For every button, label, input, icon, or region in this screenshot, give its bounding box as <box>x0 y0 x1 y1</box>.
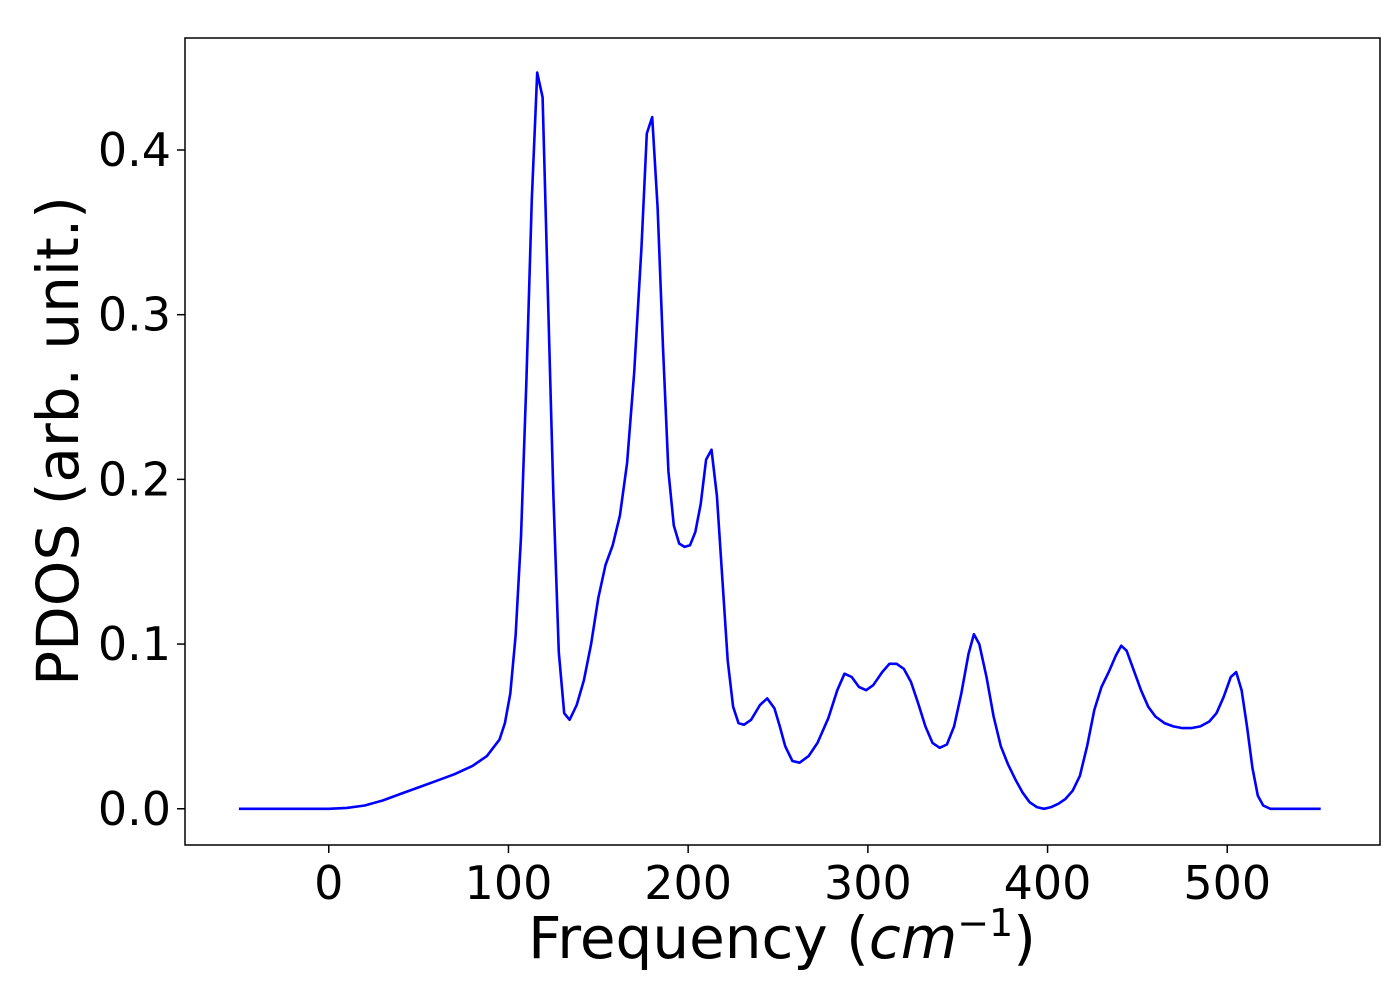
y-tick-label: 0.3 <box>98 288 171 342</box>
y-tick-label: 0.1 <box>98 617 171 671</box>
x-axis-label: Frequency (cm−1) <box>528 901 1036 972</box>
x-axis-label-close: ) <box>1013 904 1036 972</box>
x-axis-ticks: 0 100 200 300 400 500 <box>314 845 1271 910</box>
x-tick-label: 200 <box>644 856 732 910</box>
y-tick-label: 0.2 <box>98 452 171 506</box>
series-layer <box>238 71 1321 811</box>
x-tick-label: 100 <box>465 856 553 910</box>
x-tick-label: 400 <box>1004 856 1092 910</box>
series-line-0 <box>238 71 1321 811</box>
x-axis-label-exponent: −1 <box>957 901 1013 945</box>
y-tick-label: 0.0 <box>98 782 171 836</box>
plot-frame <box>184 37 1381 846</box>
y-axis-label: PDOS (arb. unit.) <box>24 196 92 686</box>
y-tick-label: 0.4 <box>98 123 171 177</box>
x-axis-label-unit: cm <box>869 904 957 972</box>
x-tick-label: 0 <box>314 856 343 910</box>
x-tick-label: 300 <box>824 856 912 910</box>
x-tick-label: 500 <box>1183 856 1271 910</box>
x-axis-label-main: Frequency ( <box>528 904 869 972</box>
y-axis-ticks: 0.0 0.1 0.2 0.3 0.4 <box>98 123 185 836</box>
